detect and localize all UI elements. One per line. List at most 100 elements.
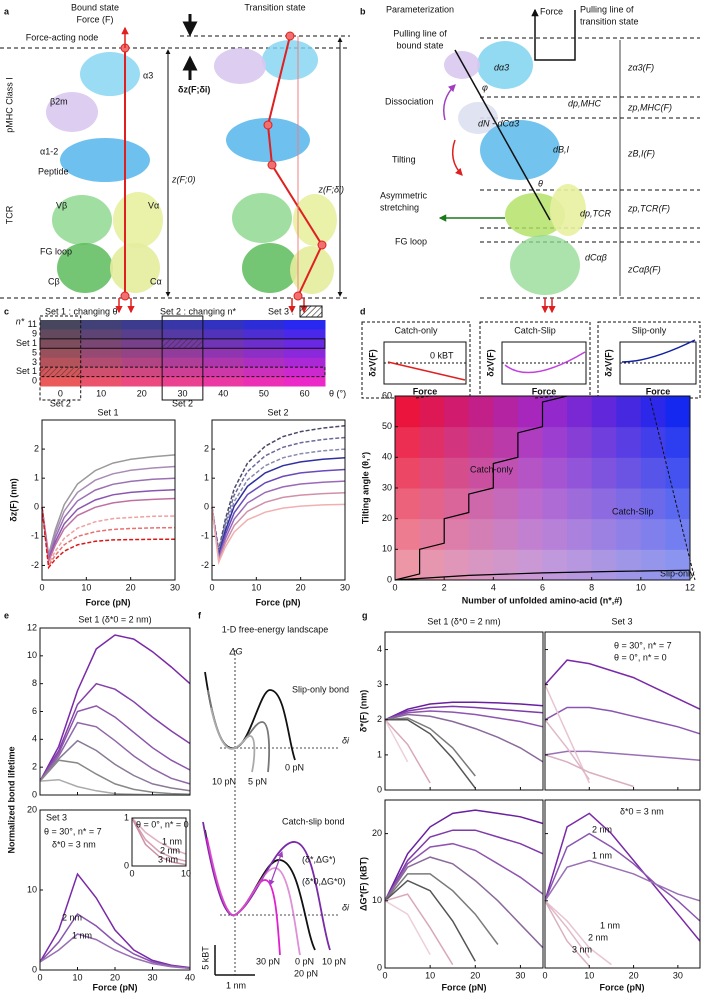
annotation: 1 nm [600,920,620,930]
heat-cell [640,426,666,458]
x-tick-label: 4 [491,582,496,592]
y-tick-label: 6 [32,706,37,716]
heat-cell [591,426,617,458]
heat-cell [395,549,421,581]
x-tick-label: 0 [392,582,397,592]
grid-cell [202,320,245,330]
inset-frame [597,321,701,399]
annotation: θ = 0°, n* = 0 [136,819,189,829]
x-tick-label: 10 [72,972,82,982]
set-label: Set 2 [172,398,193,408]
y-tick-label: 20 [382,513,392,523]
y-tick-label: 40 [382,452,392,462]
heat-cell [493,426,519,458]
x-tick-label: 10 [425,970,435,980]
annotation: stretching [380,202,419,212]
x-tick-label: 30 [673,970,683,980]
heat-cell [395,426,421,458]
annotation: Vα [148,200,159,210]
shape [293,291,303,301]
grid-cell [243,357,285,368]
annotation: Force-acting node [26,32,99,42]
grid-cell [121,376,163,387]
shape [80,52,140,96]
annotation: 5 pN [248,776,267,786]
line-series [131,817,187,862]
axes-frame [131,817,187,867]
line-series [211,480,346,560]
shape [262,40,318,80]
annotation: dp,MHC [568,98,602,108]
x-axis-label: Force (pN) [256,597,301,607]
annotation: δz(F;δi) [178,84,210,94]
grid-cell [80,376,122,387]
shape [267,160,277,170]
line-series [39,912,191,970]
axes-frame [544,799,701,969]
hatch [162,338,203,349]
heat-cell [517,396,543,428]
annotation: θ = 0°, n* = 0 [614,652,667,662]
shape [204,829,316,951]
row-label: Set 1 [16,366,37,376]
heat-cell [567,488,593,520]
x-tick-label: 0 [37,972,42,982]
shape [550,184,586,236]
line-series [544,900,590,967]
annotation: θ = 30°, n* = 7 [614,640,672,650]
heat-cell [493,396,519,428]
y-tick-label: 2 [32,762,37,772]
heat-cell [591,457,617,489]
line-series [384,701,544,721]
annotation: 3 nm [158,854,178,864]
shape [242,243,298,293]
state-title: Bound state [71,2,119,12]
heat-cell [591,396,617,428]
line-series [384,717,476,777]
set-label: Set 2 [50,398,71,408]
row-label: 3 [32,357,37,367]
x-tick-label: 0 [209,582,214,592]
shape [60,138,150,182]
grid-cell [284,348,326,359]
annotation: Pulling line of [580,4,634,14]
heat-cell [419,549,445,581]
heat-cell [395,518,421,550]
grid-cell [202,357,245,368]
axis-label: n* [16,316,25,326]
grid-cell [121,348,163,359]
legend-text: Set 3 : [268,306,294,316]
annotation: dN - dCα3 [478,118,519,128]
z-label: zp,TCR(F) [627,203,670,213]
connector [649,397,696,581]
panel-label: b [360,6,366,16]
axes-frame [544,631,701,791]
shape [202,821,331,951]
chart-title: Set 3 [46,812,67,822]
boundary [394,569,691,581]
y-tick-label: 0 [377,784,382,794]
annotation: 1 nm [592,850,612,860]
annotation: dp,TCR [580,208,612,218]
grid-cell [121,338,163,349]
grid-cell [80,320,122,330]
line-series [384,719,409,763]
line-series [41,465,176,557]
annotation: δi [342,735,350,745]
line-series [544,832,701,922]
y-axis-label: ΔG*(F) (kBT) [358,857,368,911]
annotation: transition state [580,16,639,26]
heat-cell [444,518,470,550]
x-axis-label: Force (pN) [93,982,138,992]
grid-cell [40,329,82,340]
heat-cell [517,518,543,550]
y-tick-label: -1 [201,531,209,541]
shape [204,671,296,761]
heat-cell [616,426,642,458]
annotation: z(F;δi) [318,184,345,194]
annotation: α1-2 [40,146,58,156]
grid-cell [284,357,326,368]
panel-b-art [438,8,700,314]
y-tick-label: 10 [382,544,392,554]
panel-title: Parameterization [386,4,454,14]
